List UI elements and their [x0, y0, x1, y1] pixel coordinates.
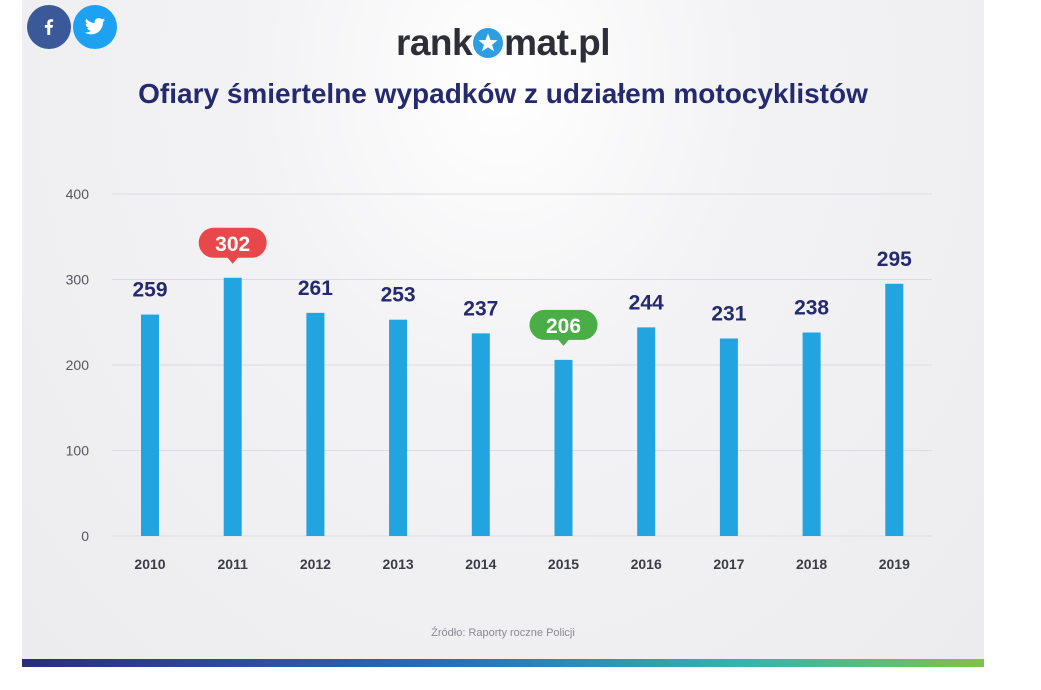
logo-text-mat: mat.pl [504, 22, 611, 63]
value-badge-pointer [557, 338, 570, 346]
value-badge-pointer [226, 256, 239, 264]
chart-title: Ofiary śmiertelne wypadków z udziałem mo… [138, 78, 868, 109]
value-label: 302 [215, 233, 250, 256]
bar [719, 338, 738, 536]
value-label: 231 [711, 302, 746, 325]
x-tick-label: 2018 [796, 556, 827, 572]
source-note: Źródło: Raporty roczne Policji [431, 627, 575, 639]
y-tick-label: 400 [66, 186, 90, 202]
x-tick-label: 2015 [548, 556, 579, 572]
infographic-card: rank mat.pl Ofiary śmiertelne wypadków z … [22, 0, 984, 660]
labels-layer: 2010 259 2011 302 2012 261 2013 253 2014 237 2015 2… [132, 227, 912, 572]
x-tick-label: 2010 [134, 556, 165, 572]
x-tick-label: 2014 [465, 556, 496, 572]
x-tick-label: 2016 [631, 556, 662, 572]
x-tick-label: 2013 [383, 556, 414, 572]
value-label: 295 [877, 248, 912, 271]
value-label: 206 [546, 315, 581, 338]
bar [885, 283, 904, 536]
bar [306, 312, 325, 536]
value-label: 244 [629, 291, 664, 314]
value-label: 238 [794, 297, 829, 320]
grid-layer: 0 100 200 300 400 [66, 186, 932, 544]
twitter-icon [84, 18, 106, 35]
x-tick-label: 2019 [879, 556, 910, 572]
y-tick-label: 300 [66, 272, 90, 288]
x-tick-label: 2012 [300, 556, 331, 572]
rankomat-logo: rank mat.pl [22, 22, 984, 64]
brand-gradient-bar [22, 659, 984, 667]
y-tick-label: 200 [66, 357, 90, 373]
logo-text-rank: rank [395, 22, 473, 63]
bar [471, 333, 490, 536]
bar [637, 327, 656, 536]
y-tick-label: 100 [66, 443, 90, 459]
x-tick-label: 2017 [713, 556, 744, 572]
value-badge: 206 [529, 309, 598, 346]
y-tick-label: 0 [81, 528, 89, 544]
bar [554, 359, 573, 536]
value-label: 261 [298, 277, 333, 300]
value-badge: 302 [198, 227, 267, 264]
value-label: 253 [381, 284, 416, 307]
twitter-share-button[interactable] [73, 5, 117, 49]
facebook-icon [44, 19, 54, 35]
value-badge-shape [198, 227, 267, 258]
value-badge-shape [529, 309, 598, 340]
logo-star-icon [473, 28, 504, 58]
bar [141, 314, 159, 536]
value-label: 259 [132, 279, 167, 302]
value-label: 237 [463, 297, 498, 320]
facebook-share-button[interactable] [27, 5, 71, 49]
bar [389, 319, 408, 536]
bar [802, 332, 821, 536]
x-tick-label: 2011 [218, 556, 249, 572]
bars-layer [141, 277, 904, 536]
bar [223, 277, 242, 536]
